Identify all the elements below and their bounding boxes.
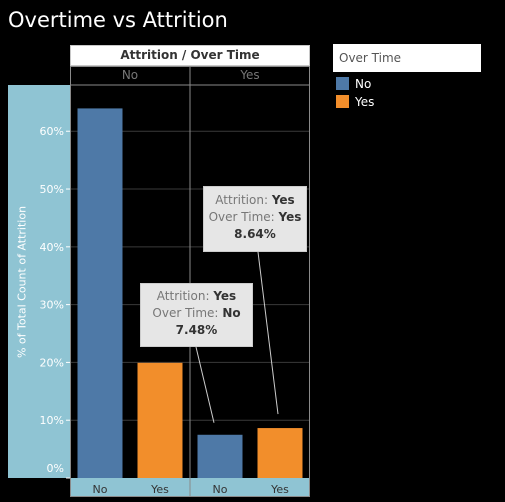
tooltip-value: 7.48% [175,323,218,337]
x-tick-label: No [93,483,108,496]
tooltip-overtime-label: Over Time: [208,210,275,224]
y-tick-label: 10% [40,414,64,427]
bar-no-yes [137,362,183,478]
tooltip-overtime-no: Attrition: Yes Over Time: No 7.48% [140,283,253,347]
bar-no-no [77,108,123,478]
tooltip-overtime-label: Over Time: [152,306,219,320]
pane-header-yes: Yes [240,68,260,82]
y-tick-label: 30% [40,299,64,312]
chart-title: Overtime vs Attrition [8,8,228,32]
legend-item-no[interactable]: No [336,77,371,91]
tooltip-overtime-value: No [222,306,241,320]
legend-label-yes: Yes [355,95,375,109]
tooltip-leader-line [257,251,279,415]
legend-swatch-yes [336,95,349,108]
bar-yes-no [197,434,243,478]
tooltip-attrition-label: Attrition: [156,289,210,303]
legend-label-no: No [355,77,372,91]
x-tick-label: Yes [270,483,289,496]
y-tick-label: 0% [47,462,64,475]
tooltip-attrition-value: Yes [213,289,237,303]
y-tick-label: 40% [40,241,64,254]
y-axis-panel [8,85,70,478]
pane-header-no: No [121,68,139,82]
column-header: Attrition / Over Time [70,45,310,66]
y-tick-label: 20% [40,356,64,369]
tooltip-value: 8.64% [234,227,276,241]
bar-yes-yes [257,428,303,478]
tooltip-overtime-value: Yes [278,210,302,224]
tooltip-overtime-yes: Attrition: Yes Over Time: Yes 8.64% [203,186,307,252]
legend-title: Over Time [333,44,481,72]
legend-swatch-no [336,77,349,90]
x-tick-label: Yes [150,483,169,496]
y-tick-label: 60% [40,125,64,138]
tooltip-leader-line [195,346,215,423]
legend-item-yes[interactable]: Yes [336,95,374,109]
tooltip-attrition-value: Yes [271,193,295,207]
x-tick-label: No [213,483,228,496]
tooltip-attrition-label: Attrition: [215,193,268,207]
y-tick-label: 50% [40,183,64,196]
